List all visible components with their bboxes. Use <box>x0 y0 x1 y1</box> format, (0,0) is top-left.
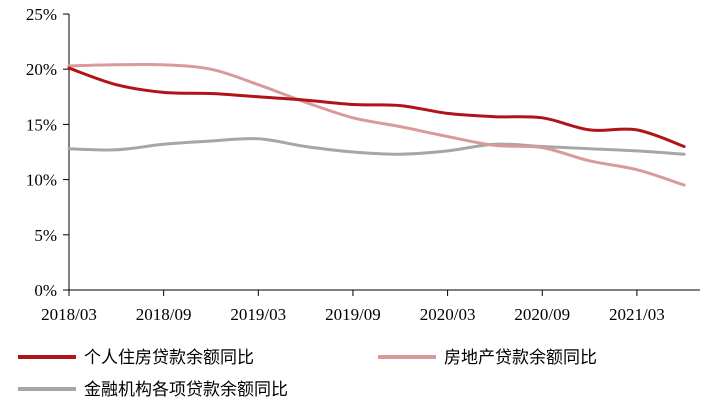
series-line-3 <box>67 137 686 156</box>
axes <box>68 14 700 291</box>
x-tick-label: 2019/03 <box>230 305 286 324</box>
legend-label-3: 金融机构各项贷款余额同比 <box>84 380 288 400</box>
x-tick-label: 2019/09 <box>325 305 381 324</box>
x-tick-label: 2018/03 <box>41 305 97 324</box>
legend-label-1: 个人住房贷款余额同比 <box>84 348 254 368</box>
series-line-2 <box>67 62 686 187</box>
y-tick-label: 25% <box>26 5 57 24</box>
x-tick-label: 2021/03 <box>609 305 665 324</box>
y-tick-label: 0% <box>34 281 57 300</box>
series-lines <box>67 62 686 187</box>
x-axis-ticks: 2018/03 2018/09 2019/03 2019/09 2020/03 2020/… <box>41 290 665 324</box>
y-tick-label: 5% <box>34 226 57 245</box>
y-axis-ticks: 0% 5% 10% 15% 20% 25% <box>26 5 69 300</box>
y-tick-label: 10% <box>26 171 57 190</box>
y-tick-label: 20% <box>26 60 57 79</box>
x-tick-label: 2018/09 <box>136 305 192 324</box>
series-line-1 <box>67 66 686 148</box>
x-tick-label: 2020/09 <box>514 305 570 324</box>
x-tick-label: 2020/03 <box>420 305 476 324</box>
y-tick-label: 15% <box>26 115 57 134</box>
legend-label-2: 房地产贷款余额同比 <box>444 348 597 368</box>
